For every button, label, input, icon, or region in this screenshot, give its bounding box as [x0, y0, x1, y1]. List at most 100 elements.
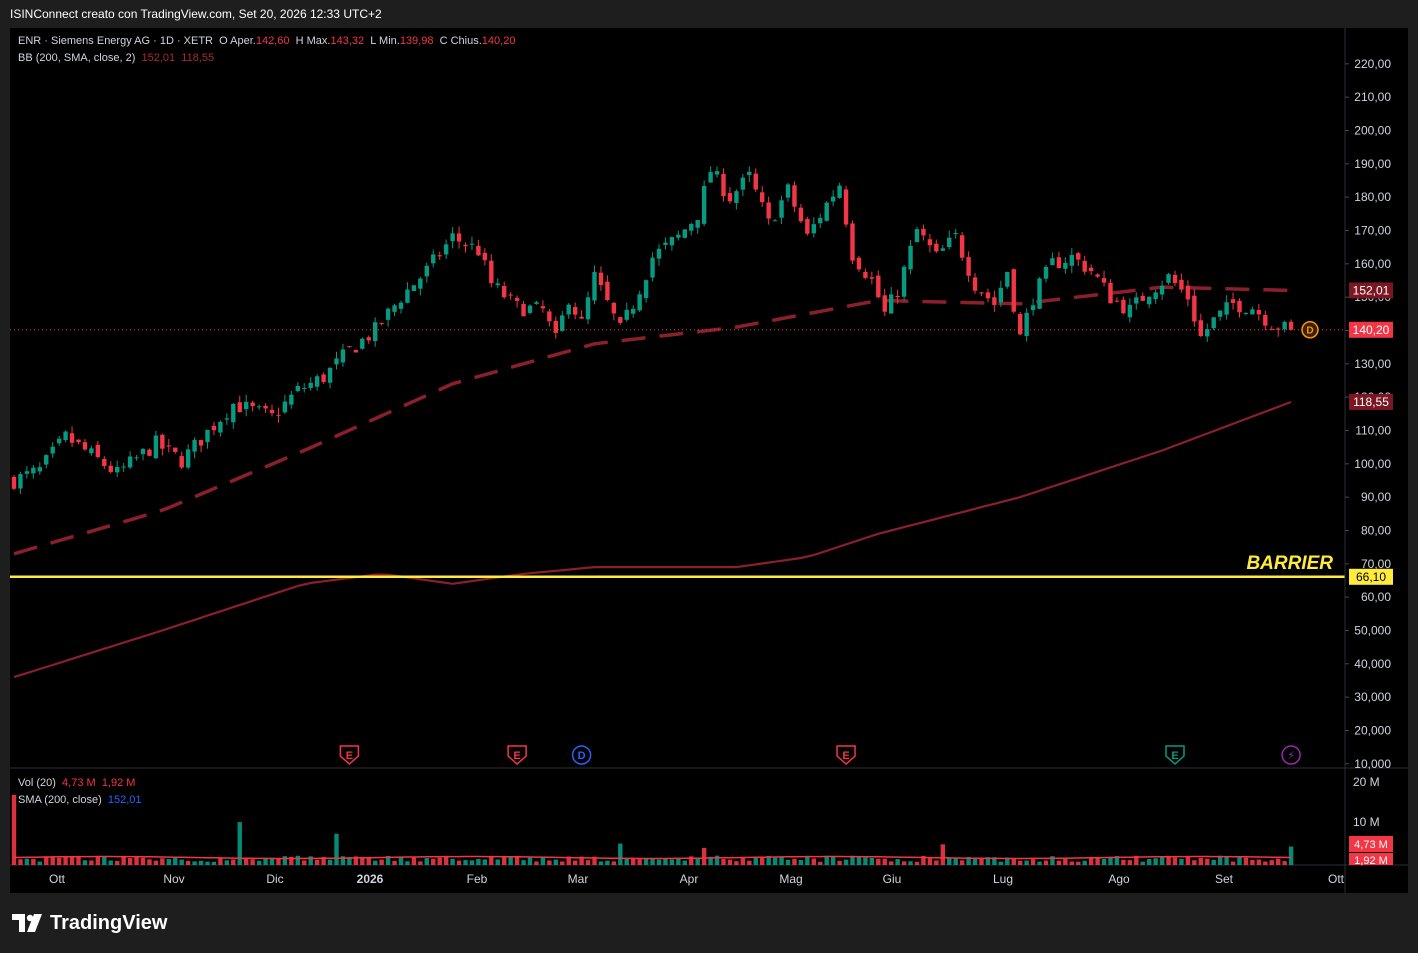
volume-bar [637, 859, 642, 865]
candle [766, 196, 771, 225]
candle [734, 189, 739, 210]
candle [1276, 327, 1281, 337]
volume-bar [469, 860, 475, 865]
dividend-event-icon[interactable]: D [571, 745, 592, 765]
volume-bar [947, 857, 952, 865]
tradingview-logo-icon [12, 914, 42, 932]
volume-bar [218, 858, 223, 865]
tradingview-logo[interactable]: TradingView [12, 910, 167, 936]
y-tick-label: 180,00 [1354, 190, 1391, 204]
volume-bar [940, 844, 945, 865]
volume-badge [1349, 836, 1393, 852]
volume-bar [76, 856, 81, 865]
volume-bar [411, 856, 417, 865]
volume-bar [489, 856, 494, 865]
candle [618, 316, 623, 325]
volume-bar [811, 858, 816, 865]
volume-bar [889, 861, 894, 865]
volume-bar [572, 860, 578, 865]
candle [547, 309, 552, 327]
volume-bar [153, 860, 159, 865]
price-axis[interactable]: 220,00 210,00 200,00 190,00 180,00 170,00 160,… [1344, 28, 1391, 893]
dividend-indicator-icon[interactable] [1301, 321, 1319, 339]
candle [560, 311, 565, 332]
volume-bar [611, 861, 617, 865]
volume-legend[interactable]: Vol (20) 4,73 M 1,92 M [18, 777, 135, 789]
bb-legend[interactable]: BB (200, SMA, close, 2) 152,01 118,55 [18, 52, 214, 64]
candle [173, 447, 178, 454]
svg-text:E: E [842, 750, 849, 762]
volume-bar [1095, 857, 1100, 865]
volume-bar [895, 859, 900, 865]
candle [1050, 252, 1055, 266]
volume-bar [605, 860, 610, 865]
split-event-icon[interactable]: ⚡ [1281, 745, 1301, 765]
volume-bar [353, 856, 359, 865]
y-tick-label: 80,00 [1361, 523, 1391, 537]
candle [476, 239, 481, 257]
candle [244, 394, 249, 417]
volume-bar [398, 856, 404, 865]
volume-bar [431, 858, 436, 865]
volume-bar [1276, 858, 1281, 865]
volume-bar [244, 858, 249, 865]
volume-bar [1243, 857, 1249, 865]
bb-legend-lower: 118,55 [181, 52, 215, 64]
earnings-event-icon[interactable]: E [836, 745, 856, 766]
candle [566, 303, 571, 319]
candle [772, 218, 778, 222]
volume-bar [792, 858, 797, 865]
y-tick-label: 160,00 [1354, 257, 1391, 271]
legend-low: 139,98 [399, 35, 434, 47]
y-tick-label: 170,00 [1354, 223, 1391, 237]
candle [1217, 310, 1223, 321]
bb-legend-upper: 152,01 [141, 52, 176, 64]
bollinger-bands [13, 285, 1292, 679]
svg-text:D: D [578, 750, 586, 762]
volume-bar [160, 858, 165, 865]
candle [418, 276, 423, 296]
legend-symbol[interactable]: ENR · Siemens Energy AG · 1D · XETR [18, 35, 213, 47]
candle [585, 291, 591, 325]
volume-bar [31, 859, 36, 865]
x-tick-label: Ago [1108, 872, 1130, 886]
x-tick-label: Apr [680, 872, 699, 886]
candle [663, 237, 668, 250]
event-markers[interactable]: E E D E E ⚡ [339, 745, 1301, 766]
time-axis[interactable]: Ott Nov Dic 2026 Feb Mar Apr Mag Giu Lug Ago Set Ott [49, 872, 1345, 886]
bb-lower-badge [1349, 393, 1393, 410]
volume-bar [1250, 859, 1255, 865]
y-tick-label: 40,000 [1354, 657, 1391, 671]
volume-bar [282, 856, 288, 865]
chart-svg[interactable]: BARRIER E E D E E ⚡ 220,00 210,00 200,00 190,00 1… [10, 28, 1408, 893]
candle [160, 433, 165, 456]
candle [695, 220, 700, 234]
vol-legend-value: 4,73 M [62, 777, 96, 789]
volume-bar [89, 860, 94, 865]
volume-bar [740, 857, 746, 865]
candle [308, 377, 313, 391]
earnings-event-icon[interactable]: E [1165, 745, 1185, 766]
candle [708, 166, 713, 183]
candle [1224, 295, 1229, 320]
volume-bar [850, 855, 855, 865]
volume-bar [418, 861, 423, 865]
barrier-label: BARRIER [1246, 553, 1333, 574]
candle [972, 272, 978, 294]
candle [1166, 272, 1171, 285]
sma-legend[interactable]: SMA (200, close) 152,01 [18, 794, 142, 806]
volume-bar [882, 858, 887, 865]
candle [231, 403, 236, 429]
bb-lower-badge-text: 118,55 [1353, 395, 1389, 409]
earnings-event-icon[interactable]: E [507, 745, 527, 766]
candle [489, 254, 494, 288]
x-tick-label: Mag [779, 872, 802, 886]
earnings-event-icon[interactable]: E [339, 745, 360, 766]
candle [966, 251, 971, 282]
volume-bar [1127, 860, 1133, 865]
volume-bar [1134, 855, 1139, 865]
volume-bar [482, 859, 488, 865]
volume-bar [1166, 856, 1171, 865]
candle [901, 264, 907, 301]
candle [721, 168, 726, 202]
